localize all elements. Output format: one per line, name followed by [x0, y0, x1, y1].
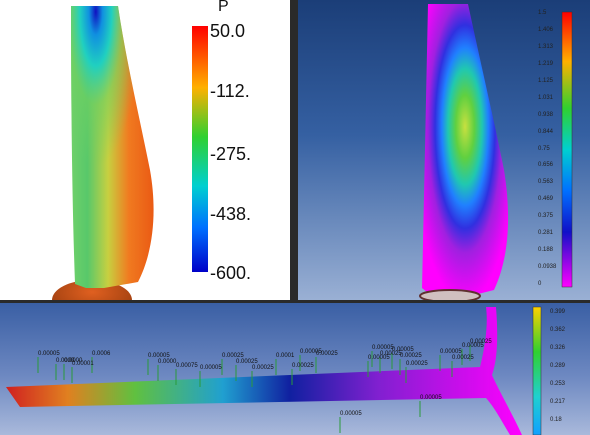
vector-value-label: 0.0006 [92, 351, 111, 357]
vector-value-label: 0.00025 [222, 353, 244, 359]
vector-tick: 0.362 [550, 327, 566, 333]
blade-low-pressure-region [71, 6, 154, 288]
pressure-contour-view[interactable]: P 50.0 -112. -275. -438. -600. [0, 0, 290, 300]
magnitude-tick: 0.0938 [538, 264, 557, 271]
magnitude-color-bar [561, 11, 573, 288]
magnitude-tick: 0 [538, 281, 542, 287]
magnitude-tick: 1.219 [538, 60, 554, 67]
vector-value-label: 0.0000 [64, 358, 83, 364]
vector-value-label: 0.00005 [148, 353, 170, 359]
horizontal-splitter[interactable] [0, 300, 590, 303]
vector-tick: 0.253 [550, 381, 566, 387]
pressure-tick-max: 50.0 [210, 21, 246, 41]
hub-ring [419, 289, 481, 300]
vector-value-label: 0.00001 [72, 361, 94, 367]
vector-value-label: 0.00005 [368, 355, 390, 361]
magnitude-tick: 1.313 [538, 43, 554, 50]
blade-side-profile [6, 307, 522, 435]
vector-value-label: 0.00005 [38, 351, 60, 357]
pressure-blade-render [52, 6, 208, 300]
pressure-legend-title: P [218, 0, 229, 15]
magnitude-tick: 1.5 [538, 10, 547, 16]
magnitude-tick: 0.469 [538, 196, 554, 203]
magnitude-tick: 1.125 [538, 77, 554, 84]
magnitude-blade-render [419, 4, 573, 300]
magnitude-tick: 0.938 [538, 111, 554, 118]
vector-value-label: 0.00025 [470, 339, 492, 345]
vector-tick: 0.399 [550, 309, 566, 315]
magnitude-tick: 1.406 [538, 26, 554, 33]
pressure-tick: -438. [210, 204, 252, 224]
magnitude-tick: 0.281 [538, 230, 554, 237]
vector-value-label: 0.0000 [158, 359, 177, 365]
vector-value-label: 0.00025 [236, 359, 258, 365]
magnitude-tick: 0.844 [538, 128, 554, 135]
vector-value-label: 0.00005 [420, 395, 442, 401]
pressure-color-bar [192, 26, 208, 272]
pressure-tick: -275. [210, 144, 252, 164]
magnitude-tick: 1.031 [538, 94, 554, 101]
vector-tick: 0.289 [550, 363, 566, 369]
magnitude-tick: 0.375 [538, 213, 554, 220]
vector-value-label: 0.00025 [252, 365, 274, 371]
vector-value-label: 0.00005 [372, 345, 394, 351]
magnitude-tick: 0.75 [538, 145, 550, 152]
vector-value-label: 0.00025 [452, 355, 474, 361]
pressure-tick: -112. [210, 81, 250, 101]
vector-tick: 0.18 [550, 417, 562, 423]
vector-value-label: 0.00025 [316, 351, 338, 357]
vector-value-label: 0.00005 [392, 347, 414, 353]
velocity-vectors [37, 345, 471, 433]
side-blade-render [6, 306, 542, 435]
vector-side-view[interactable]: 0.3990.3620.3260.2890.2530.2170.180.144 … [0, 303, 590, 435]
vector-value-label: 0.0000 [56, 358, 75, 364]
vector-value-label: 0.0001 [276, 353, 295, 359]
vector-value-label: 0.00025 [406, 361, 428, 367]
vector-value-label: 0.00005 [462, 343, 484, 349]
vector-value-label: 0.00025 [292, 363, 314, 369]
vertical-splitter[interactable] [290, 0, 298, 300]
magnitude-tick: 0.188 [538, 247, 554, 254]
vector-value-label: 0.00005 [300, 349, 322, 355]
vector-value-label: 0.00005 [340, 411, 362, 417]
vector-value-label: 0.00075 [176, 363, 198, 369]
vector-value-label: 0.00025 [380, 351, 402, 357]
magnitude-contour-view[interactable]: 1.5 1.406 1.313 1.219 1.125 1.031 0.938 0.844 0.… [298, 0, 590, 300]
blade-surface [422, 4, 509, 296]
vector-value-label: 0.00005 [440, 349, 462, 355]
magnitude-tick: 0.563 [538, 179, 554, 186]
vector-color-bar [532, 306, 542, 435]
vector-tick: 0.217 [550, 399, 566, 405]
pressure-tick-min: -600. [210, 263, 252, 283]
magnitude-tick: 0.656 [538, 162, 554, 169]
vector-tick: 0.326 [550, 345, 566, 351]
vector-value-label: 0.00025 [400, 353, 422, 359]
vector-value-label: 0.00005 [200, 365, 222, 371]
